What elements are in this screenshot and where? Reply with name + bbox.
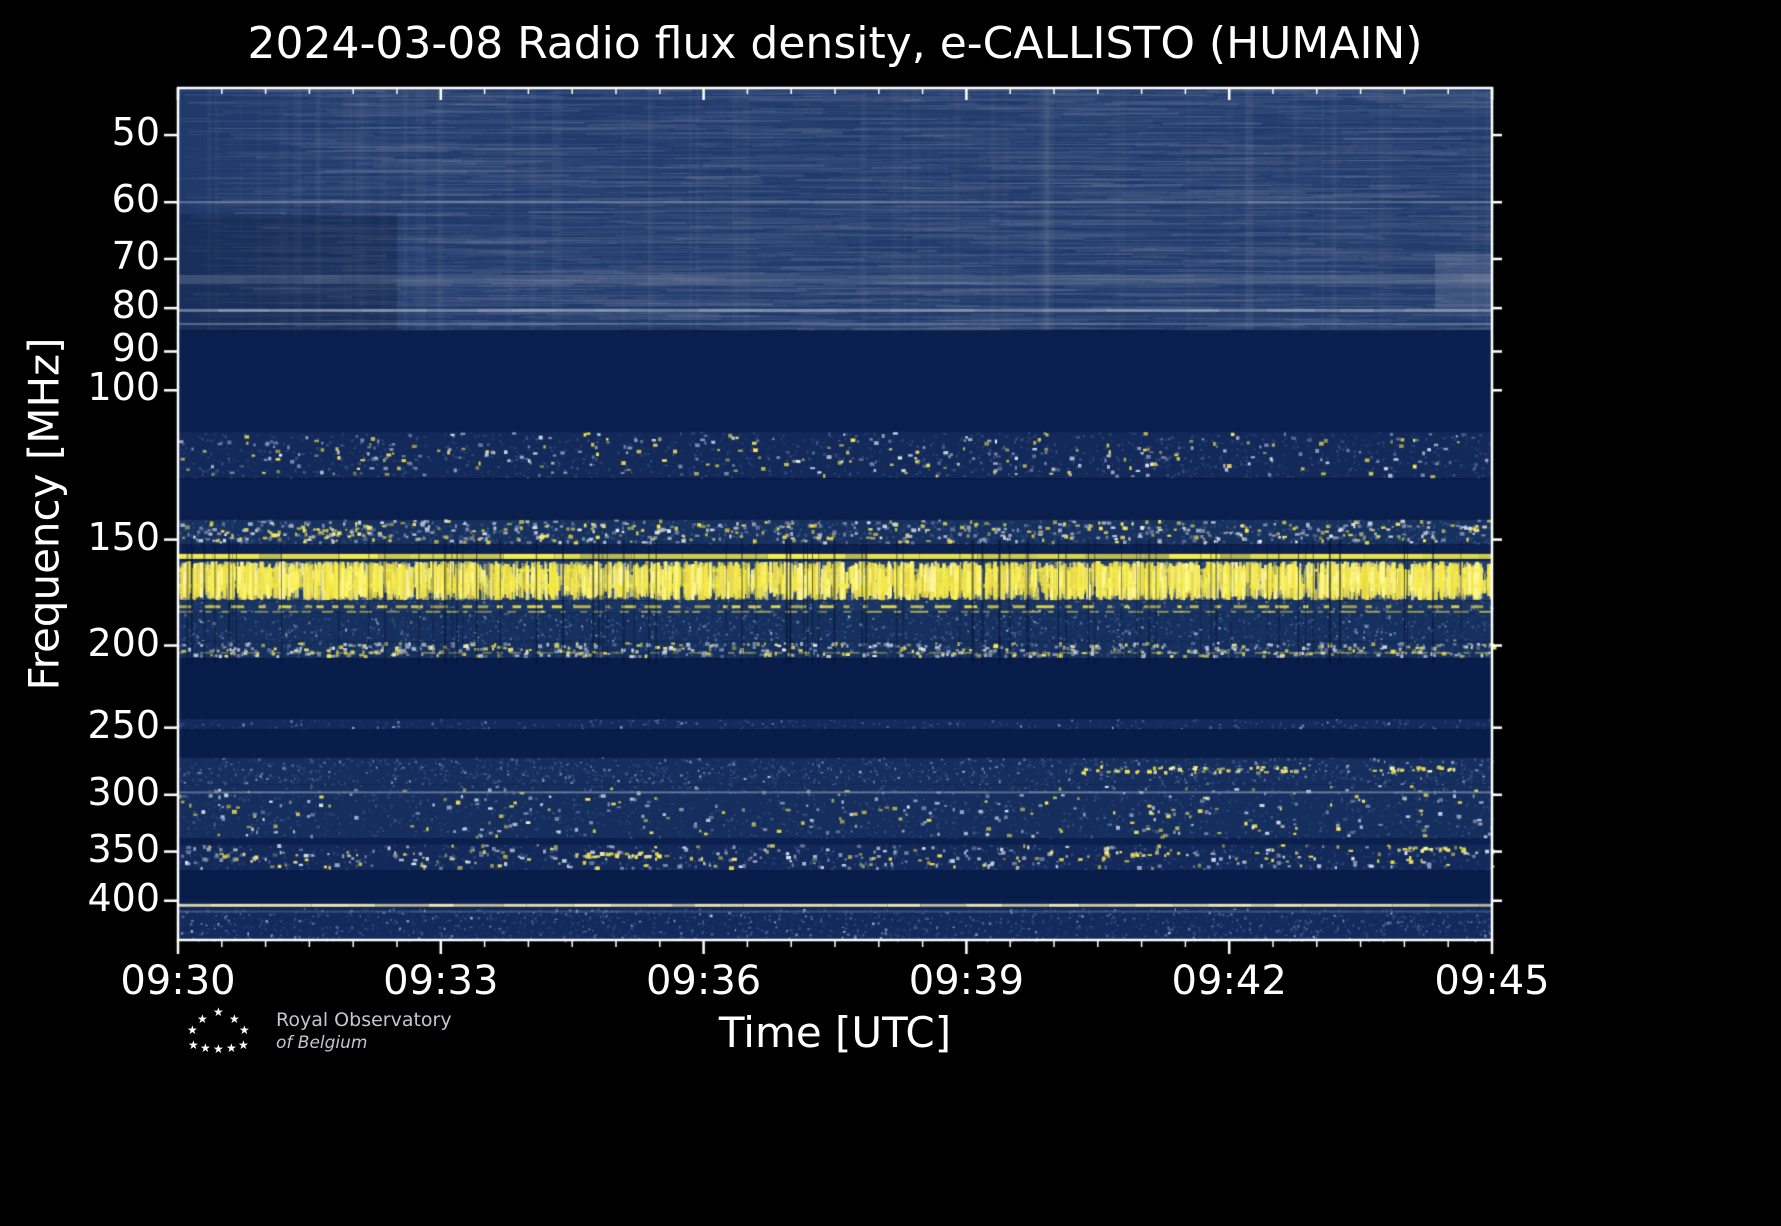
rob-logo-line2: of Belgium <box>276 1033 368 1054</box>
y-tick-label: 400 <box>87 875 160 920</box>
x-tick-label: 09:36 <box>645 958 762 1004</box>
y-tick-label: 60 <box>111 177 160 222</box>
rob-logo-stars: ★ ★ ★ ★ ★ ★ ★ ★ ★ ★ <box>182 1006 254 1056</box>
star-icon: ★ <box>200 1041 211 1055</box>
star-icon: ★ <box>188 1038 199 1052</box>
x-axis-label: Time [UTC] <box>718 1008 952 1057</box>
y-tick-label: 200 <box>87 620 160 665</box>
y-tick-label: 350 <box>87 826 160 871</box>
x-tick-label: 09:39 <box>908 958 1025 1004</box>
star-icon: ★ <box>197 1012 208 1026</box>
rob-logo: ★ ★ ★ ★ ★ ★ ★ ★ ★ ★ Royal Observatory of Belgium <box>182 1006 452 1056</box>
star-icon: ★ <box>238 1038 249 1052</box>
x-tick-label: 09:45 <box>1434 958 1550 1004</box>
chart-title: 2024-03-08 Radio flux density, e-CALLIST… <box>247 18 1423 69</box>
y-tick-label: 70 <box>111 233 160 278</box>
rob-logo-text: Royal Observatory of Belgium <box>276 1008 452 1055</box>
y-tick-label: 50 <box>111 110 160 155</box>
y-axis-label: Frequency [MHz] <box>19 337 69 691</box>
star-icon: ★ <box>229 1012 240 1026</box>
star-icon: ★ <box>226 1041 237 1055</box>
y-tick-label: 150 <box>87 514 160 559</box>
rob-logo-line1: Royal Observatory <box>276 1008 452 1031</box>
y-tick-label: 100 <box>87 365 160 410</box>
x-tick-label: 09:42 <box>1171 958 1287 1004</box>
star-icon: ★ <box>187 1023 198 1037</box>
star-icon: ★ <box>213 1042 224 1056</box>
x-tick-label: 09:33 <box>383 958 499 1004</box>
y-tick-label: 80 <box>111 283 160 328</box>
star-icon: ★ <box>239 1023 250 1037</box>
star-icon: ★ <box>213 1005 224 1019</box>
y-tick-label: 90 <box>111 326 160 371</box>
y-tick-label: 300 <box>87 769 160 814</box>
y-tick-label: 250 <box>87 702 160 747</box>
x-tick-label: 09:30 <box>120 958 236 1004</box>
